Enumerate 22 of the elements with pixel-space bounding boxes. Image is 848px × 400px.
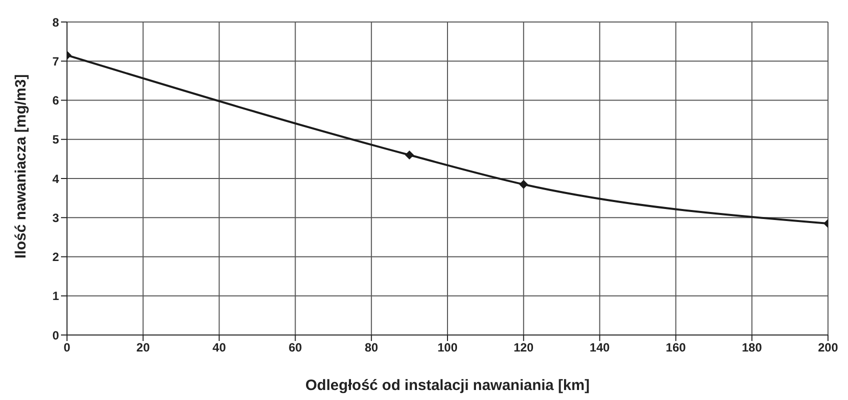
y-tick-label: 2 [52, 250, 60, 264]
y-tick-label: 8 [52, 15, 60, 30]
y-tick-label: 6 [52, 94, 60, 108]
x-axis-title: Odległość od instalacji nawaniania [km] [305, 377, 590, 394]
x-tick-label: 180 [742, 340, 762, 355]
x-tick-label: 0 [64, 340, 71, 355]
y-tick-label: 5 [52, 132, 60, 147]
x-tick-label: 80 [364, 340, 378, 355]
x-tick-label: 20 [136, 340, 150, 355]
x-tick-label: 160 [666, 340, 686, 355]
y-tick-label: 0 [52, 328, 60, 342]
y-tick-label: 4 [52, 172, 60, 186]
x-tick-label: 120 [514, 340, 534, 355]
y-tick-label: 7 [52, 54, 60, 68]
x-tick-label: 140 [590, 340, 610, 355]
y-tick-label: 1 [52, 289, 60, 304]
y-tick-label: 3 [52, 210, 60, 225]
x-tick-label: 60 [288, 340, 302, 355]
y-axis-title: Ilość nawaniacza [mg/m3] [12, 74, 30, 258]
x-tick-label: 200 [818, 340, 838, 355]
x-tick-label: 100 [437, 340, 458, 355]
x-tick-label: 40 [212, 340, 226, 355]
